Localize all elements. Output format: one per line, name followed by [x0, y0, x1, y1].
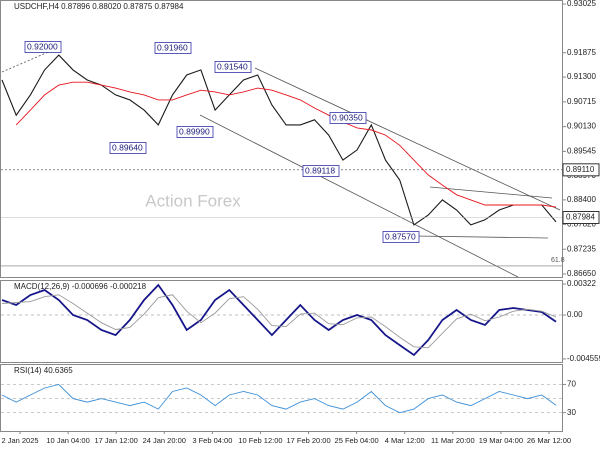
annotation: 0.89640	[112, 142, 143, 152]
annotation-box	[176, 126, 214, 138]
series-line	[1, 384, 557, 414]
y-tick-label: 0.90130	[567, 122, 596, 131]
annotation: 0.89118	[305, 165, 335, 175]
x-tick-label: 25 Feb 04:00	[335, 436, 379, 445]
y-tick-label: 0.87235	[567, 244, 596, 253]
y-tick-label: 0.88400	[567, 195, 596, 204]
annotation-box	[382, 231, 420, 243]
annotation-box	[24, 41, 62, 53]
annotation: 0.92000	[27, 41, 58, 51]
y-tick-label: 0.87820	[567, 220, 596, 229]
y-tick-label: 0.93025	[567, 0, 596, 8]
annotation: 0.90350	[332, 112, 363, 122]
y-tick-label: 70	[567, 380, 576, 389]
x-tick-label: 17 Jan 12:00	[94, 436, 137, 445]
rsi-title: RSI(14) 40.6365	[14, 366, 73, 375]
chart-title: USDCHF,H4 0.87896 0.88020 0.87875 0.8798…	[14, 2, 184, 11]
y-tick-label: 0.00322	[567, 279, 596, 288]
y-tick-label: 0.00	[567, 310, 583, 319]
rsi-panel	[0, 364, 563, 432]
y-tick-label: 30	[567, 408, 576, 417]
annotation: 0.91960	[157, 42, 188, 52]
watermark: Action Forex	[145, 191, 241, 210]
x-tick-label: 26 Mar 12:00	[527, 436, 571, 445]
annotation-box	[214, 61, 252, 73]
y-tick-label: 0.90715	[567, 97, 596, 106]
level-label: 0.89110	[566, 165, 595, 174]
series-line	[15, 81, 557, 208]
y-tick-label: -0.004559	[567, 354, 600, 363]
y-tick-label: 0.86650	[567, 269, 596, 278]
annotation-box	[109, 142, 147, 154]
fib-label: 61.8	[551, 257, 565, 264]
x-tick-label: 2 Jan 2025	[1, 436, 38, 445]
last-price-label: 0.87984	[566, 213, 595, 222]
macd-panel	[0, 280, 563, 363]
x-tick-label: 24 Jan 20:00	[143, 436, 186, 445]
annotation-box	[302, 165, 340, 177]
series-line	[1, 294, 557, 349]
annotation-box	[154, 42, 192, 54]
x-tick-label: 17 Feb 20:00	[286, 436, 330, 445]
macd-title: MACD(12,26,9) -0.000696 -0.000218	[14, 282, 147, 291]
annotation: 0.87570	[385, 231, 416, 241]
series-line	[1, 283, 557, 357]
annotation: 0.89990	[179, 126, 210, 136]
main-panel	[0, 0, 563, 278]
level-box	[562, 163, 600, 177]
annotation-box	[329, 112, 367, 124]
x-tick-label: 10 Jan 04:00	[46, 436, 89, 445]
x-tick-label: 10 Feb 12:00	[238, 436, 282, 445]
y-tick-label: 0.89545	[567, 147, 596, 156]
x-tick-label: 11 Mar 20:00	[431, 436, 475, 445]
y-tick-label: 0.91300	[567, 72, 596, 81]
x-tick-label: 3 Feb 04:00	[192, 436, 232, 445]
x-tick-label: 4 Mar 12:00	[385, 436, 425, 445]
annotation: 0.91540	[217, 61, 248, 71]
last-price-box	[562, 211, 600, 225]
x-tick-label: 19 Mar 04:00	[479, 436, 523, 445]
y-tick-label: 0.91875	[567, 48, 596, 57]
